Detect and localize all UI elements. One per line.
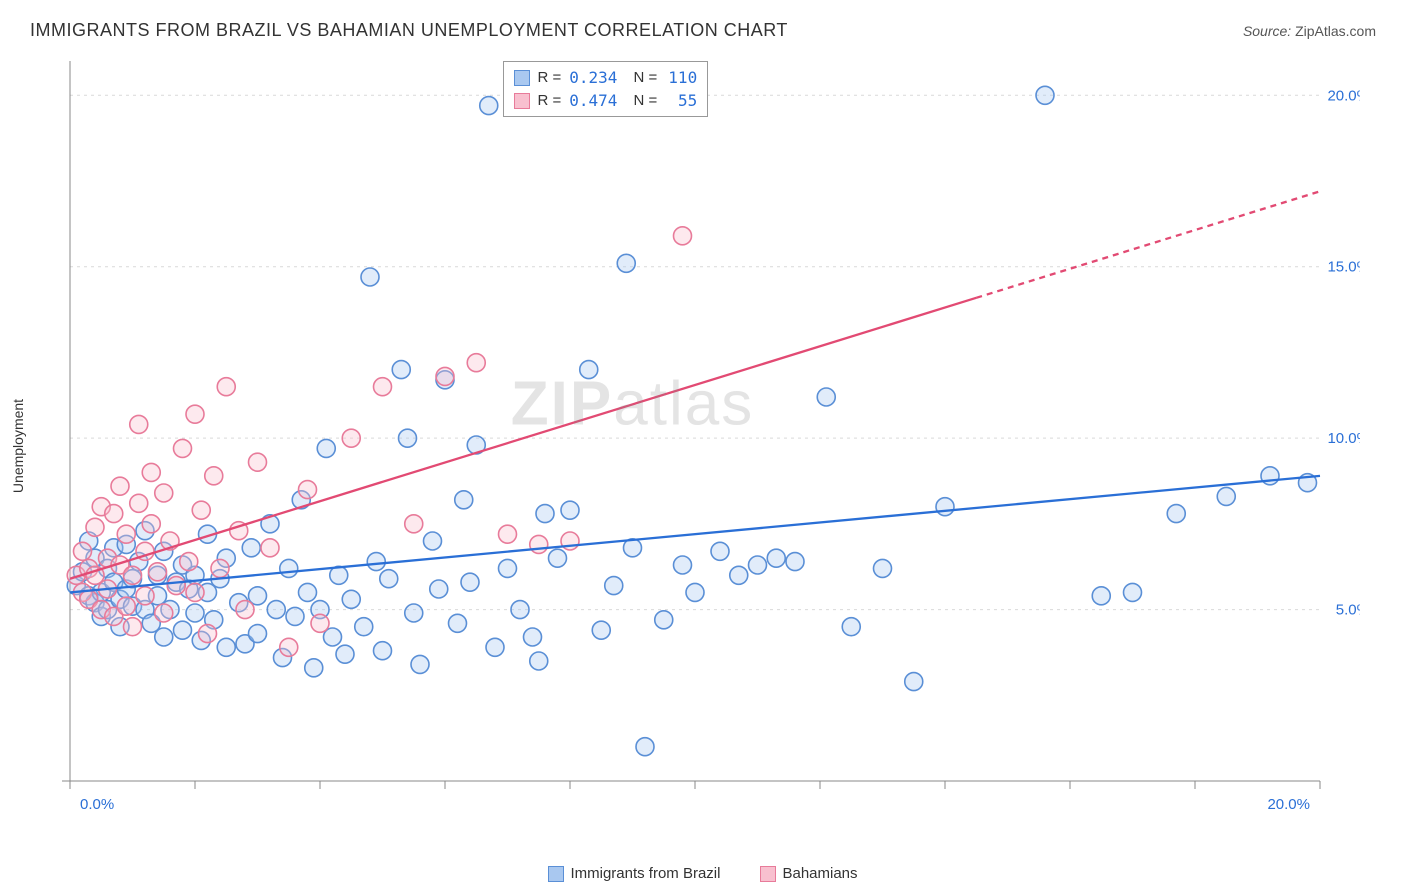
- source-attribution: Source: ZipAtlas.com: [1243, 23, 1376, 39]
- correlation-legend-row: R = 0.474 N = 55: [514, 89, 698, 112]
- legend-r-label: R =: [538, 69, 562, 86]
- source-label: Source:: [1243, 23, 1291, 39]
- series-legend-label: Bahamians: [782, 865, 857, 882]
- svg-text:5.0%: 5.0%: [1336, 602, 1360, 619]
- svg-text:0.0%: 0.0%: [80, 796, 114, 813]
- legend-r-label: R =: [538, 92, 562, 109]
- chart-area: 5.0% 10.0% 15.0% 20.0% 0.0% 20.0% R = 0.234 N =…: [60, 51, 1376, 821]
- legend-r-value: 0.474: [569, 91, 617, 110]
- svg-text:20.0%: 20.0%: [1267, 796, 1310, 813]
- legend-n-value: 110: [665, 68, 697, 87]
- correlation-legend: R = 0.234 N = 110 R = 0.474 N = 55: [503, 61, 709, 117]
- series-legend-label: Immigrants from Brazil: [570, 865, 720, 882]
- series-legend: Immigrants from Brazil Bahamians: [0, 865, 1406, 882]
- legend-swatch: [514, 70, 530, 86]
- svg-text:10.0%: 10.0%: [1327, 430, 1360, 447]
- svg-text:15.0%: 15.0%: [1327, 259, 1360, 276]
- scatter-chart: 5.0% 10.0% 15.0% 20.0% 0.0% 20.0%: [60, 51, 1360, 821]
- legend-r-value: 0.234: [569, 68, 617, 87]
- legend-n-value: 55: [665, 91, 697, 110]
- legend-swatch: [548, 866, 564, 882]
- source-name: ZipAtlas.com: [1295, 23, 1376, 39]
- legend-n-label: N =: [633, 92, 657, 109]
- legend-n-label: N =: [633, 69, 657, 86]
- correlation-legend-row: R = 0.234 N = 110: [514, 66, 698, 89]
- y-axis-label: Unemployment: [10, 399, 26, 493]
- svg-text:20.0%: 20.0%: [1327, 87, 1360, 104]
- legend-swatch: [760, 866, 776, 882]
- title-bar: IMMIGRANTS FROM BRAZIL VS BAHAMIAN UNEMP…: [0, 0, 1406, 51]
- chart-title: IMMIGRANTS FROM BRAZIL VS BAHAMIAN UNEMP…: [30, 20, 788, 41]
- series-legend-item: Bahamians: [760, 865, 857, 882]
- series-legend-item: Immigrants from Brazil: [548, 865, 720, 882]
- legend-swatch: [514, 93, 530, 109]
